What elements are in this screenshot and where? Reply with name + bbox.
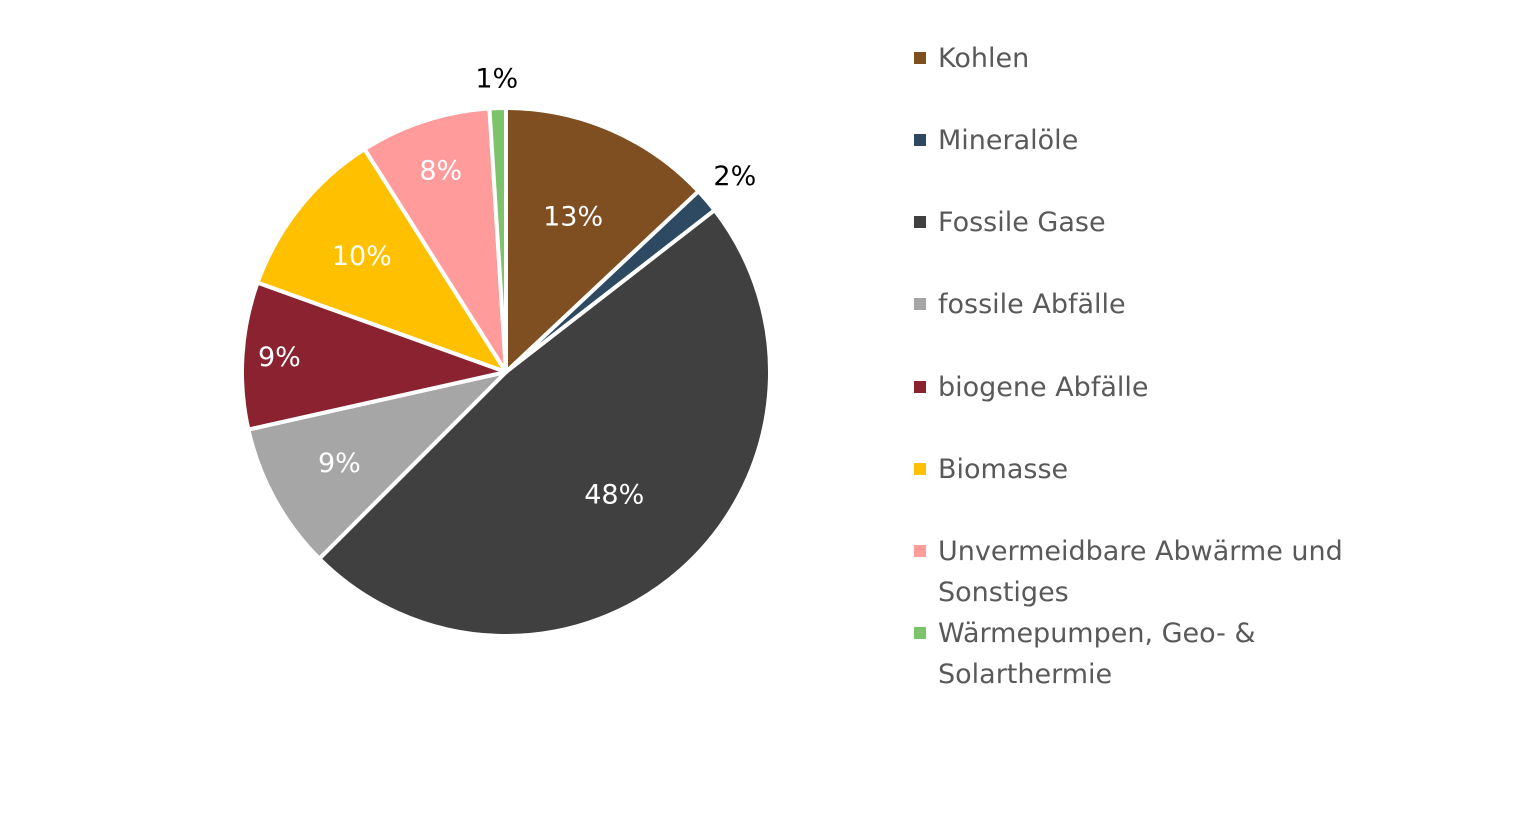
legend-label: Kohlen [938,43,1030,74]
pie-label-5: 9% [258,342,301,373]
legend-item-6: Biomasse [914,449,1394,490]
pie-label-2: 2% [713,161,756,192]
legend-swatch [914,216,926,228]
pie-slice-6 [255,147,508,374]
pie-slice-7 [362,106,508,374]
pie-slice-1 [504,106,701,374]
pie-slice-3 [317,208,772,638]
legend-item-7: Unvermeidbare Abwärme und Sonstiges [914,531,1394,613]
legend-swatch [914,545,926,557]
legend-swatch [914,627,926,639]
pie-labels: 13% 2% 48% 9% 9% 10% 8% 1% [258,64,756,511]
legend-label: Unvermeidbare Abwärme und Sonstiges [938,536,1343,608]
legend-label: fossile Abfälle [938,289,1126,320]
pie-slice-8 [487,106,508,374]
legend-item-1: Kohlen [914,38,1394,79]
legend-swatch [914,134,926,146]
pie-label-1: 13% [543,201,603,232]
legend-swatch [914,52,926,64]
pie-slice-5 [240,280,508,432]
legend-label: Mineralöle [938,125,1079,156]
legend-label: Fossile Gase [938,207,1106,238]
pie-label-4: 9% [318,448,361,479]
pie-label-3: 48% [584,479,644,510]
legend-item-4: fossile Abfälle [914,284,1394,325]
pie-label-8: 1% [475,64,518,95]
legend-swatch [914,463,926,475]
legend-label: Wärmepumpen, Geo- & Solarthermie [938,618,1256,690]
pie-label-6: 10% [332,241,392,272]
legend-label: biogene Abfälle [938,372,1149,403]
pie-slice-4 [246,370,508,561]
pie-label-7: 8% [419,156,462,187]
legend-swatch [914,381,926,393]
legend-label: Biomasse [938,454,1069,485]
pie-slices [240,106,772,638]
legend-item-5: biogene Abfälle [914,367,1394,408]
legend-swatch [914,298,926,310]
legend-item-8: Wärmepumpen, Geo- & Solarthermie [914,613,1394,695]
legend-item-3: Fossile Gase [914,202,1394,243]
legend-item-2: Mineralöle [914,120,1394,161]
